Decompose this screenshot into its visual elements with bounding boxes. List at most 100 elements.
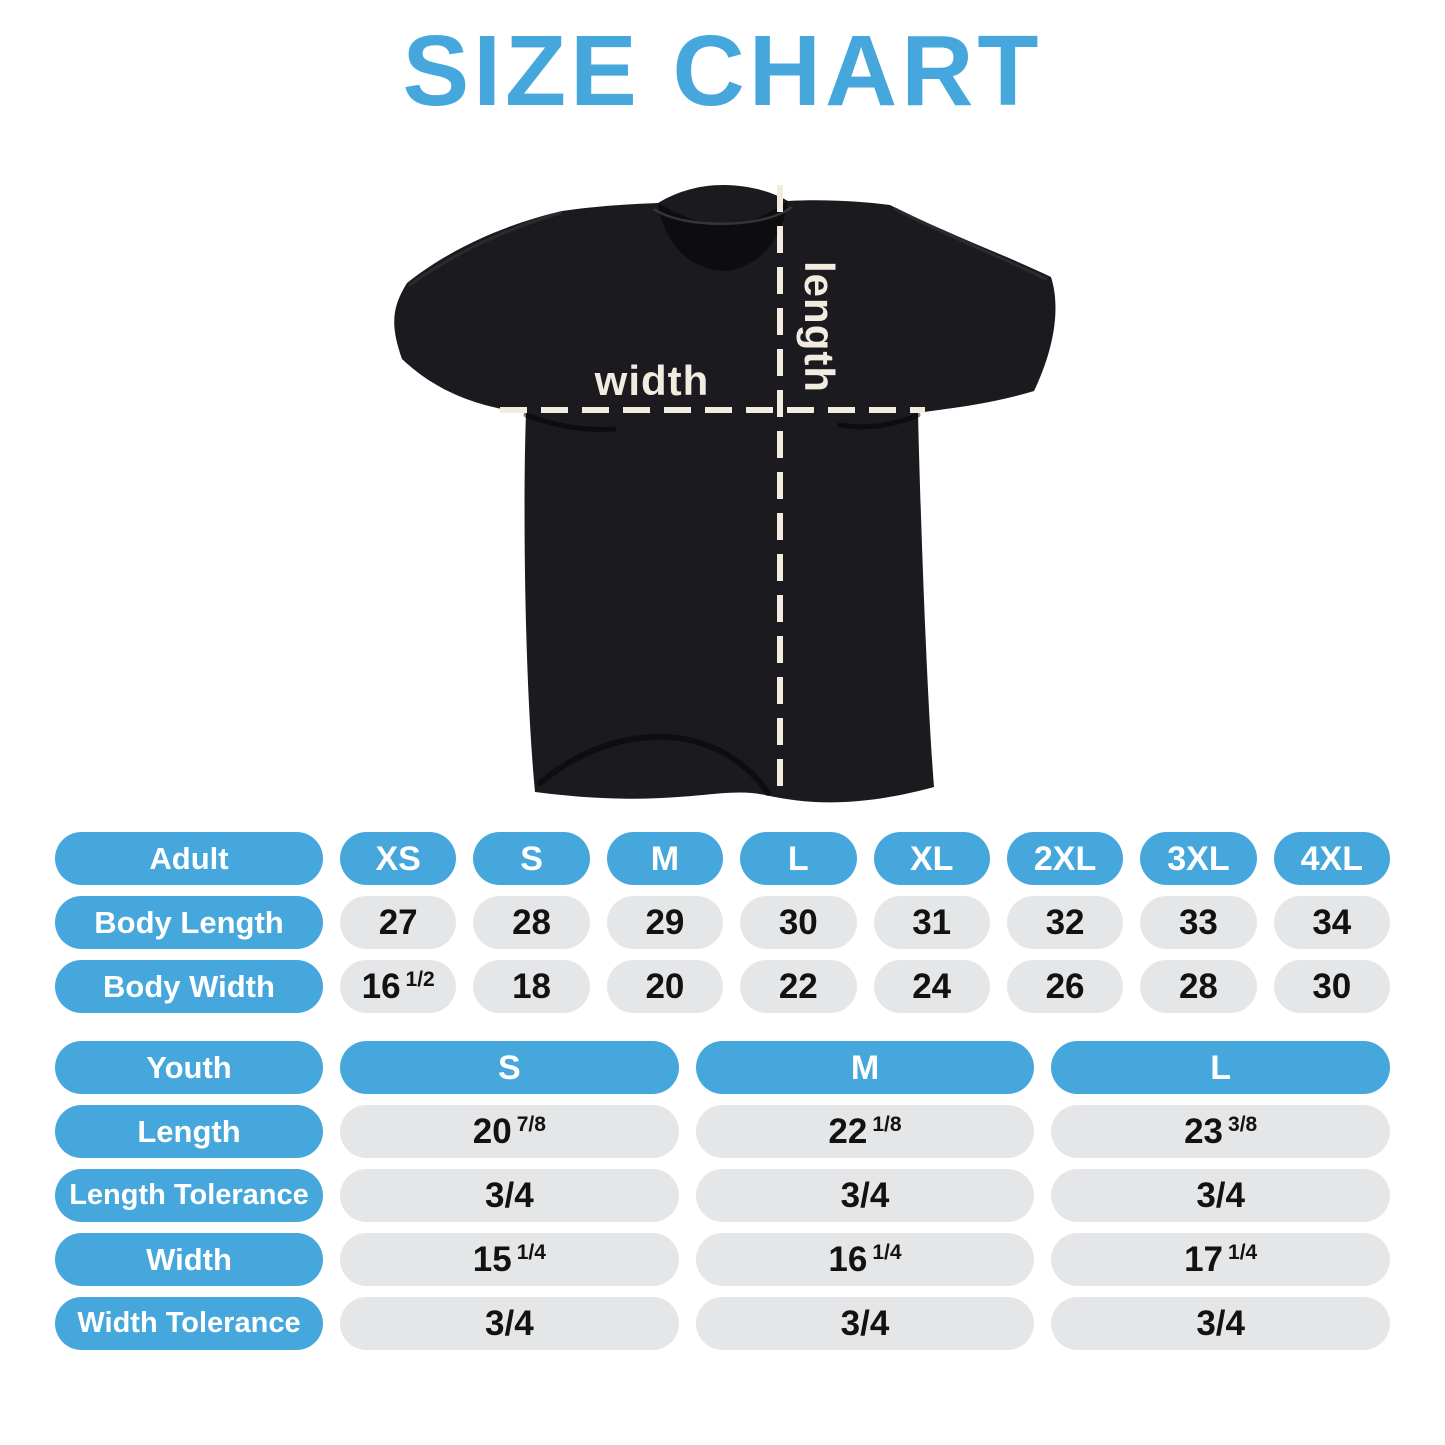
adult-body-length-3xl: 33 xyxy=(1140,896,1257,949)
youth-width-m: 16 1/4 xyxy=(695,1233,1035,1286)
value-main: 30 xyxy=(778,903,818,942)
adult-corner-pill: Adult xyxy=(55,832,323,885)
youth-width-tolerance-s: 3/4 xyxy=(340,1297,679,1350)
adult-body-width-label-pill: Body Width xyxy=(55,960,323,1013)
youth-length-tolerance-l: 3/4 xyxy=(1051,1169,1390,1222)
value-main: 16 xyxy=(361,967,401,1006)
value-fraction: 1/2 xyxy=(405,968,435,991)
adult-size-header-l: L xyxy=(740,832,857,885)
youth-size-header-m: M xyxy=(695,1041,1035,1094)
value-main: 27 xyxy=(378,903,418,942)
adult-size-header-2xl: 2XL xyxy=(1006,832,1124,885)
tshirt-collar xyxy=(658,201,788,271)
youth-length-s: 20 7/8 xyxy=(340,1105,679,1158)
value-main: 31 xyxy=(912,903,952,942)
adult-body-width-4xl: 30 xyxy=(1273,960,1390,1013)
adult-size-header-xs: XS xyxy=(340,832,457,885)
row-label: Width xyxy=(146,1242,232,1277)
size-label: XS xyxy=(375,839,421,878)
value-fraction: 1/4 xyxy=(872,1241,902,1264)
adult-corner-label: Adult xyxy=(149,841,229,876)
adult-size-header-s: S xyxy=(473,832,590,885)
adult-body-width-xl: 24 xyxy=(873,960,990,1013)
youth-width-tolerance-label-pill: Width Tolerance xyxy=(55,1297,323,1350)
adult-body-width-m: 20 xyxy=(606,960,724,1013)
adult-body-length-label-pill: Body Length xyxy=(55,896,323,949)
value-main: 20 xyxy=(472,1112,512,1151)
tshirt-illustration: width length xyxy=(394,185,1056,803)
adult-size-header-3xl: 3XL xyxy=(1140,832,1257,885)
adult-size-header-m: M xyxy=(606,832,724,885)
size-label: M xyxy=(850,1048,880,1087)
value-main: 17 xyxy=(1184,1240,1224,1279)
adult-body-width-s: 18 xyxy=(473,960,590,1013)
youth-size-table: Youth S M L Length 20 7/8 22 1/8 23 3/8 Len… xyxy=(55,1041,1390,1350)
value-fraction: 1/4 xyxy=(516,1241,546,1264)
youth-width-tolerance-m: 3/4 xyxy=(695,1297,1035,1350)
adult-body-length-m: 29 xyxy=(606,896,724,949)
row-label: Length Tolerance xyxy=(69,1179,309,1211)
size-label: S xyxy=(520,839,543,878)
value-main: 3/4 xyxy=(840,1304,890,1343)
value-main: 3/4 xyxy=(485,1176,534,1215)
value-fraction: 1/4 xyxy=(1228,1241,1258,1264)
adult-size-table: Adult XS S M L XL 2XL 3XL 4XL Body Lengt… xyxy=(55,832,1390,1013)
value-main: 15 xyxy=(472,1240,512,1279)
youth-corner-label: Youth xyxy=(146,1050,232,1085)
size-label: L xyxy=(1210,1048,1232,1087)
value-main: 22 xyxy=(778,967,818,1006)
size-label: 2XL xyxy=(1033,839,1097,878)
adult-body-length-xs: 27 xyxy=(340,896,457,949)
tshirt-collar-seam xyxy=(653,206,793,225)
youth-size-header-s: S xyxy=(340,1041,679,1094)
size-label: L xyxy=(787,839,809,878)
value-main: 3/4 xyxy=(485,1304,534,1343)
row-label: Body Width xyxy=(103,969,275,1004)
adult-body-length-s: 28 xyxy=(473,896,590,949)
value-fraction: 7/8 xyxy=(516,1113,546,1136)
value-main: 32 xyxy=(1045,903,1085,942)
row-label: Length xyxy=(137,1114,241,1149)
width-measure-label: width xyxy=(594,357,710,404)
value-fraction: 1/8 xyxy=(872,1113,902,1136)
adult-body-width-xs: 16 1/2 xyxy=(340,960,457,1013)
tshirt-body-shape xyxy=(394,185,1056,803)
row-label: Width Tolerance xyxy=(77,1307,301,1339)
size-label: 4XL xyxy=(1300,839,1363,878)
adult-size-header-4xl: 4XL xyxy=(1273,832,1390,885)
youth-length-tolerance-label-pill: Length Tolerance xyxy=(55,1169,323,1222)
value-main: 22 xyxy=(828,1112,868,1151)
value-main: 3/4 xyxy=(840,1176,890,1215)
size-label: XL xyxy=(909,839,954,878)
youth-length-tolerance-s: 3/4 xyxy=(340,1169,679,1222)
value-main: 28 xyxy=(1178,967,1218,1006)
youth-length-m: 22 1/8 xyxy=(695,1105,1035,1158)
adult-body-length-xl: 31 xyxy=(873,896,990,949)
value-main: 20 xyxy=(645,967,685,1006)
adult-body-length-l: 30 xyxy=(740,896,857,949)
page-title: SIZE CHART xyxy=(402,15,1043,127)
adult-size-header-xl: XL xyxy=(873,832,990,885)
youth-width-s: 15 1/4 xyxy=(340,1233,679,1286)
adult-body-width-l: 22 xyxy=(740,960,857,1013)
adult-body-length-4xl: 34 xyxy=(1273,896,1390,949)
value-main: 23 xyxy=(1184,1112,1224,1151)
value-fraction: 3/8 xyxy=(1228,1113,1258,1136)
youth-corner-pill: Youth xyxy=(55,1041,323,1094)
value-main: 26 xyxy=(1045,967,1085,1006)
tshirt-wrinkles xyxy=(408,207,1048,796)
youth-length-label-pill: Length xyxy=(55,1105,323,1158)
value-main: 34 xyxy=(1312,903,1352,942)
youth-size-header-l: L xyxy=(1051,1041,1390,1094)
value-main: 24 xyxy=(912,967,952,1006)
value-main: 3/4 xyxy=(1196,1304,1245,1343)
value-main: 28 xyxy=(512,903,552,942)
adult-body-width-3xl: 28 xyxy=(1140,960,1257,1013)
value-main: 30 xyxy=(1312,967,1352,1006)
row-label: Body Length xyxy=(94,905,284,940)
youth-length-l: 23 3/8 xyxy=(1051,1105,1390,1158)
length-measure-label: length xyxy=(796,261,843,393)
value-main: 16 xyxy=(828,1240,868,1279)
tshirt-measurement-diagram: width length xyxy=(390,165,1070,815)
size-label: 3XL xyxy=(1167,839,1230,878)
